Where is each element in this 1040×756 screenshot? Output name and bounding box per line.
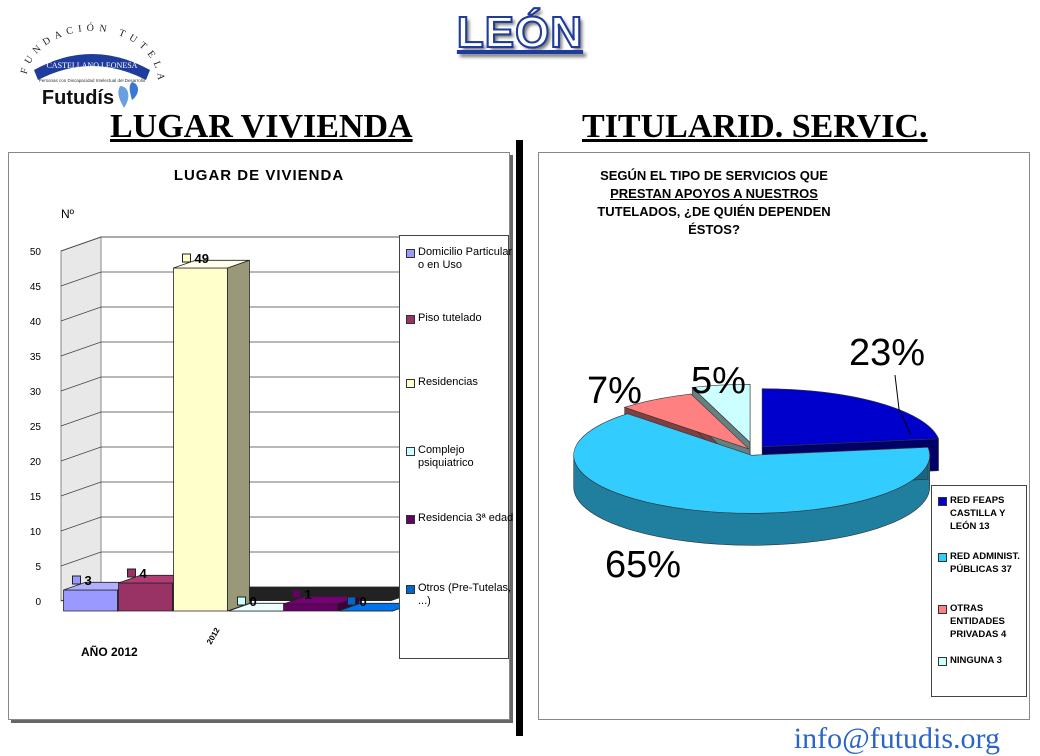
pie-title-line-1: SEGÚN EL TIPO DE SERVICIOS QUE [600, 168, 828, 183]
legend-label: Residencia 3ª edad [418, 512, 514, 524]
gridline [60, 376, 399, 392]
pie-chart-title: SEGÚN EL TIPO DE SERVICIOS QUE PRESTAN A… [539, 167, 889, 239]
data-label-swatch [72, 575, 81, 585]
logo-brand: Futudís [42, 87, 114, 109]
logo-band-text: CASTELLANO LEONESA [47, 61, 138, 70]
legend-swatch [938, 553, 947, 562]
legend-swatch [406, 447, 415, 456]
bar [338, 602, 399, 612]
legend-label: NINGUNA 3 [950, 655, 1002, 666]
gridline [60, 341, 399, 357]
bar-chart-title: LUGAR DE VIVIENDA [173, 167, 345, 184]
y-axis-label: Nº [61, 207, 75, 221]
page-title: LEÓN [456, 7, 584, 58]
bar [173, 259, 250, 612]
y-tick-label: 30 [30, 387, 42, 398]
y-tick-label: 5 [35, 562, 41, 573]
pie-percent-label: 5% [691, 360, 746, 402]
right-section-title: TITULARID. SERVIC. [582, 108, 928, 145]
legend-swatch [938, 605, 947, 614]
data-label: 0 [250, 594, 257, 609]
pie-chart-legend: RED FEAPS CASTILLA Y LEÓN 13 RED ADMINIST… [931, 485, 1027, 697]
bar-chart-legend: Domicilio Particular o en Uso Piso tutela… [399, 235, 513, 659]
y-tick-label: 45 [30, 282, 42, 293]
y-tick-label: 10 [30, 527, 42, 538]
data-label: 1 [305, 587, 312, 602]
legend-label: Piso tutelado [418, 312, 482, 324]
legend-label: Domicilio Particular o en Uso [418, 246, 513, 271]
gridline [60, 411, 399, 427]
y-tick-label: 15 [30, 492, 42, 503]
data-label-swatch [127, 568, 136, 578]
pie-slice [573, 413, 930, 514]
legend-label: Residencias [418, 376, 478, 388]
y-tick-label: 25 [30, 422, 42, 433]
data-label: 0 [360, 594, 367, 609]
x-axis-label: AÑO 2012 [81, 645, 138, 659]
pie-title-line-2: PRESTAN APOYOS A NUESTROS [610, 186, 818, 201]
gridline [60, 446, 399, 462]
legend-swatch [938, 657, 947, 666]
data-label: 4 [140, 566, 148, 581]
x-tick-label: 2012 [205, 626, 222, 646]
gridline [60, 516, 399, 532]
pie-chart-plot: 23% 65% 7% 5% [573, 332, 939, 586]
legend-label: Otros (Pre-Tutelas, ...) [418, 582, 512, 607]
left-section-title: LUGAR VIVIENDA [110, 108, 413, 145]
y-tick-label: 0 [35, 597, 41, 608]
pie-percent-label: 7% [587, 370, 642, 412]
pie-slice [691, 384, 751, 444]
legend-swatch [406, 315, 415, 324]
leader-line [894, 374, 912, 436]
pie-slice [761, 388, 939, 447]
legend-swatch [406, 585, 415, 594]
data-label-swatch [182, 253, 191, 263]
legend-label: Complejo psiquiatrico [418, 444, 474, 469]
pie-chart-panel: SEGÚN EL TIPO DE SERVICIOS QUE PRESTAN A… [538, 152, 1030, 720]
data-label-swatch [237, 596, 246, 606]
legend-label: OTRAS ENTIDADES PRIVADAS 4 [950, 603, 1007, 640]
legend-swatch [406, 379, 415, 388]
data-label-swatch [347, 596, 356, 606]
data-label: 49 [195, 251, 209, 266]
pie-slice [623, 393, 750, 450]
y-tick-label: 40 [30, 317, 42, 328]
pie-percent-label: 65% [605, 544, 681, 586]
legend-swatch [406, 249, 415, 258]
y-tick-label: 20 [30, 457, 42, 468]
y-tick-label: 50 [30, 247, 42, 258]
gridline [60, 481, 399, 497]
bar-chart-panel: LUGAR DE VIVIENDA Nº 0 5 10 15 20 25 30 35 40 45 5… [8, 152, 513, 720]
logo-sub-text: Personas con Discapacidad Intelectual de… [39, 78, 146, 83]
divider [516, 140, 523, 736]
legend-swatch [938, 497, 947, 506]
y-tick-label: 35 [30, 352, 42, 363]
pie-title-line-3: TUTELADOS, ¿DE QUIÉN DEPENDEN [597, 204, 831, 219]
legend-label: RED FEAPS CASTILLA Y LEÓN 13 [950, 495, 1006, 532]
legend-label: RED ADMINIST. PÚBLICAS 37 [950, 551, 1020, 575]
pie-title-line-4: ÉSTOS? [688, 222, 740, 237]
contact-email[interactable]: info@futudis.org [793, 722, 1000, 755]
data-label-swatch [292, 589, 301, 599]
gridline [60, 306, 399, 322]
gridline [60, 236, 399, 252]
futudis-logo: FUNDACIÓN TUTELAR CASTELLANO LEONESA Per… [2, 12, 168, 120]
data-label: 3 [85, 573, 92, 588]
legend-swatch [406, 515, 415, 524]
gridline [60, 551, 399, 567]
pie-percent-label: 23% [849, 332, 925, 374]
gridline [60, 271, 399, 287]
